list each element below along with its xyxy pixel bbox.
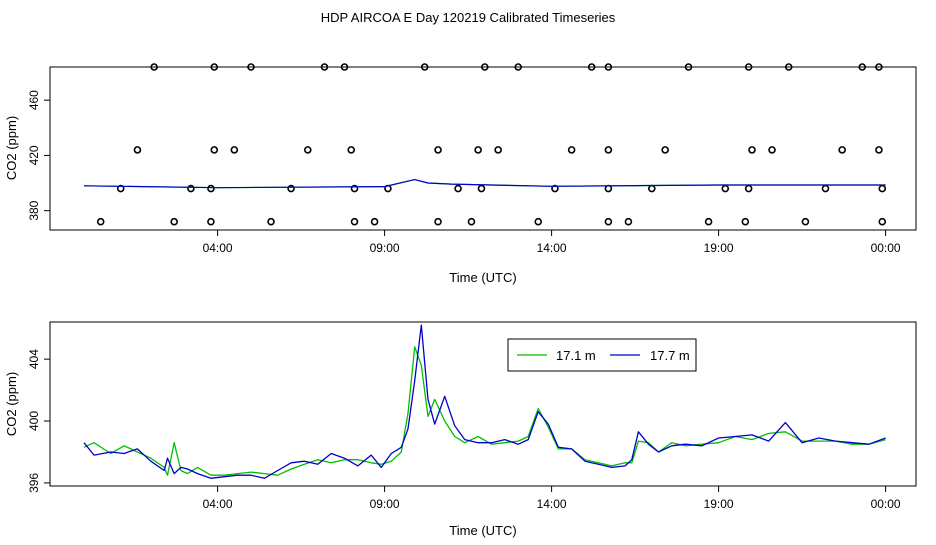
top-x-axis-label: Time (UTC) (449, 270, 516, 285)
top-scatter-points (96, 63, 887, 226)
bottom-plot-frame (49, 321, 917, 487)
scatter-point (748, 146, 756, 154)
bottom-x-tick-label: 00:00 (871, 497, 901, 511)
scatter-point (494, 146, 502, 154)
top-x-tick-label: 04:00 (203, 241, 233, 255)
scatter-point (684, 63, 693, 71)
top-panel: 04:00 09:00 14:00 19:00 00:00 380 420 460 Time… (4, 63, 917, 285)
bottom-x-tick-label: 09:00 (370, 497, 400, 511)
scatter-point (744, 63, 753, 71)
bottom-x-axis: 04:00 09:00 14:00 19:00 00:00 (203, 486, 901, 511)
top-x-tick-label: 00:00 (871, 241, 901, 255)
bottom-panel: 04:00 09:00 14:00 19:00 00:00 396 400 404 Time… (4, 321, 917, 538)
scatter-point (784, 63, 793, 71)
bottom-y-axis-label: CO2 (ppm) (4, 372, 19, 436)
top-series-lines (83, 178, 886, 189)
bottom-y-axis: 396 400 404 (27, 349, 50, 493)
top-x-tick-label: 14:00 (537, 241, 567, 255)
scatter-point (534, 217, 543, 226)
scatter-point (477, 184, 486, 193)
scatter-point (420, 63, 429, 71)
bottom-y-tick-label: 404 (27, 349, 41, 369)
top-plot-frame (49, 66, 917, 231)
scatter-point (187, 184, 195, 193)
top-y-tick-label: 460 (27, 90, 41, 110)
scatter-point (96, 217, 105, 226)
scatter-point (340, 63, 349, 71)
scatter-point (320, 63, 329, 71)
scatter-point (878, 184, 887, 193)
top-x-tick-label: 09:00 (370, 241, 400, 255)
scatter-point (801, 217, 810, 226)
scatter-point (744, 184, 753, 193)
bottom-x-tick-label: 04:00 (203, 497, 233, 511)
top-y-tick-label: 380 (27, 200, 41, 220)
scatter-point (514, 63, 523, 71)
bottom-y-tick-label: 400 (27, 411, 41, 431)
scatter-point (150, 63, 158, 71)
top-y-tick-label: 420 (27, 145, 41, 165)
scatter-point (741, 217, 750, 226)
bottom-x-tick-label: 14:00 (537, 497, 567, 511)
scatter-point (604, 217, 613, 226)
bottom-series-lines (83, 324, 886, 479)
scatter-point (587, 63, 596, 71)
scatter-point (858, 63, 867, 71)
scatter-point (454, 184, 462, 193)
series-line-17-7m (83, 324, 886, 479)
scatter-point (287, 184, 295, 193)
scatter-point (230, 146, 239, 154)
scatter-point (303, 146, 312, 154)
scatter-point (604, 146, 613, 154)
top-y-axis: 380 420 460 (27, 90, 50, 221)
legend-label-17-7m: 17.7 m (650, 348, 690, 363)
scatter-point (721, 184, 730, 193)
top-x-tick-label: 19:00 (704, 241, 734, 255)
scatter-point (170, 217, 178, 226)
scatter-point (210, 146, 219, 154)
scatter-point (838, 146, 846, 154)
scatter-point (347, 146, 356, 154)
scatter-point (551, 184, 559, 193)
scatter-point (247, 63, 255, 71)
top-x-axis: 04:00 09:00 14:00 19:00 00:00 (203, 230, 901, 255)
series-line-17-1m (83, 346, 886, 476)
scatter-point (768, 146, 776, 154)
scatter-point (434, 217, 442, 226)
scatter-point (350, 184, 359, 193)
scatter-point (267, 217, 275, 226)
scatter-point (116, 184, 125, 193)
scatter-point (207, 184, 215, 193)
scatter-point (370, 217, 379, 226)
scatter-point (567, 146, 576, 154)
scatter-point (207, 217, 215, 226)
top-series-line-17-1m (83, 178, 886, 189)
legend: 17.1 m 17.7 m (507, 338, 697, 372)
scatter-point (210, 63, 219, 71)
scatter-point (821, 184, 830, 193)
scatter-point (875, 63, 883, 71)
bottom-x-axis-label: Time (UTC) (449, 523, 516, 538)
top-y-axis-label: CO2 (ppm) (4, 116, 19, 180)
bottom-y-tick-label: 396 (27, 473, 41, 493)
scatter-point (474, 146, 482, 154)
scatter-point (704, 217, 713, 226)
scatter-point (875, 146, 883, 154)
scatter-point (350, 217, 359, 226)
top-series-line-17-7m (83, 178, 886, 189)
figure-title: HDP AIRCOA E Day 120219 Calibrated Times… (321, 10, 616, 25)
scatter-point (480, 63, 489, 71)
scatter-point (604, 63, 613, 71)
scatter-point (661, 146, 669, 154)
scatter-point (133, 146, 142, 154)
bottom-x-tick-label: 19:00 (704, 497, 734, 511)
legend-label-17-1m: 17.1 m (556, 348, 596, 363)
scatter-point (434, 146, 442, 154)
scatter-point (878, 217, 887, 226)
scatter-point (467, 217, 476, 226)
scatter-point (624, 217, 633, 226)
scatter-point (647, 184, 656, 193)
